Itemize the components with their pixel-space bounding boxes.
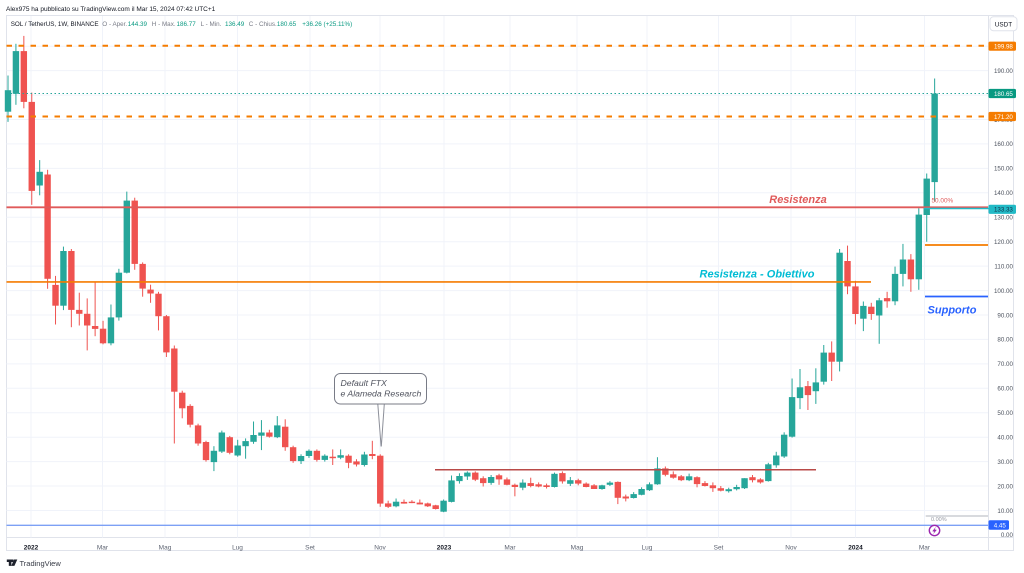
svg-text:133.33: 133.33 [994, 207, 1013, 214]
svg-text:160.00: 160.00 [994, 141, 1013, 148]
svg-text:Lug: Lug [232, 545, 243, 552]
svg-text:4.45: 4.45 [994, 523, 1007, 530]
svg-text:Alex975 ha pubblicato su Tradi: Alex975 ha pubblicato su TradingView.com… [6, 6, 216, 13]
svg-text:140.00: 140.00 [994, 190, 1013, 197]
svg-text:186.77: 186.77 [177, 21, 197, 28]
svg-text:2024: 2024 [848, 545, 863, 552]
svg-text:10.00: 10.00 [997, 508, 1013, 515]
svg-text:180.65: 180.65 [994, 91, 1013, 98]
svg-text:80.00: 80.00 [997, 337, 1013, 344]
svg-text:Resistenza - Obiettivo: Resistenza - Obiettivo [700, 269, 815, 281]
svg-text:Resistenza: Resistenza [769, 194, 826, 206]
svg-text:USDT: USDT [995, 21, 1012, 28]
svg-text:40.00: 40.00 [997, 435, 1013, 442]
svg-text:150.00: 150.00 [994, 166, 1013, 173]
svg-text:Mag: Mag [571, 545, 584, 552]
svg-text:+36.26 (+25.11%): +36.26 (+25.11%) [302, 21, 352, 28]
svg-text:C - Chius.: C - Chius. [249, 21, 277, 28]
svg-text:Set: Set [714, 545, 724, 552]
svg-text:110.00: 110.00 [994, 263, 1013, 270]
svg-text:O - Aper.: O - Aper. [102, 21, 127, 28]
svg-text:199.98: 199.98 [994, 44, 1013, 51]
svg-text:Supporto: Supporto [928, 305, 977, 317]
svg-text:Nov: Nov [374, 545, 386, 552]
svg-text:130.00: 130.00 [994, 215, 1013, 222]
svg-text:136.49: 136.49 [225, 21, 245, 28]
svg-text:100.00: 100.00 [994, 288, 1013, 295]
svg-text:70.00: 70.00 [997, 361, 1013, 368]
svg-text:50.00: 50.00 [997, 410, 1013, 417]
svg-text:190.00: 190.00 [994, 68, 1013, 75]
svg-text:SOL / TetherUS, 1W, BINANCE: SOL / TetherUS, 1W, BINANCE [11, 21, 99, 28]
svg-text:e Alameda Research: e Alameda Research [341, 389, 422, 399]
svg-text:50.00%: 50.00% [932, 198, 954, 205]
svg-text:L - Min.: L - Min. [201, 21, 222, 28]
svg-text:Mar: Mar [504, 545, 516, 552]
svg-text:0.00: 0.00 [1001, 532, 1014, 539]
svg-text:144.39: 144.39 [128, 21, 148, 28]
svg-text:H - Max.: H - Max. [152, 21, 176, 28]
svg-text:180.65: 180.65 [277, 21, 297, 28]
svg-text:Mar: Mar [97, 545, 109, 552]
svg-text:90.00: 90.00 [997, 312, 1013, 319]
svg-text:30.00: 30.00 [997, 459, 1013, 466]
svg-text:120.00: 120.00 [994, 239, 1013, 246]
svg-text:Default FTX: Default FTX [341, 378, 389, 388]
svg-text:Nov: Nov [785, 545, 797, 552]
svg-text:60.00: 60.00 [997, 386, 1013, 393]
svg-text:Set: Set [305, 545, 315, 552]
svg-text:0.00%: 0.00% [931, 517, 947, 523]
svg-text:20.00: 20.00 [997, 483, 1013, 490]
svg-text:TradingView: TradingView [20, 559, 62, 568]
svg-text:Mag: Mag [159, 545, 172, 552]
svg-text:2023: 2023 [437, 545, 452, 552]
svg-text:171.20: 171.20 [994, 114, 1013, 121]
svg-text:Mar: Mar [919, 545, 931, 552]
svg-text:2022: 2022 [24, 545, 39, 552]
svg-text:Lug: Lug [642, 545, 653, 552]
